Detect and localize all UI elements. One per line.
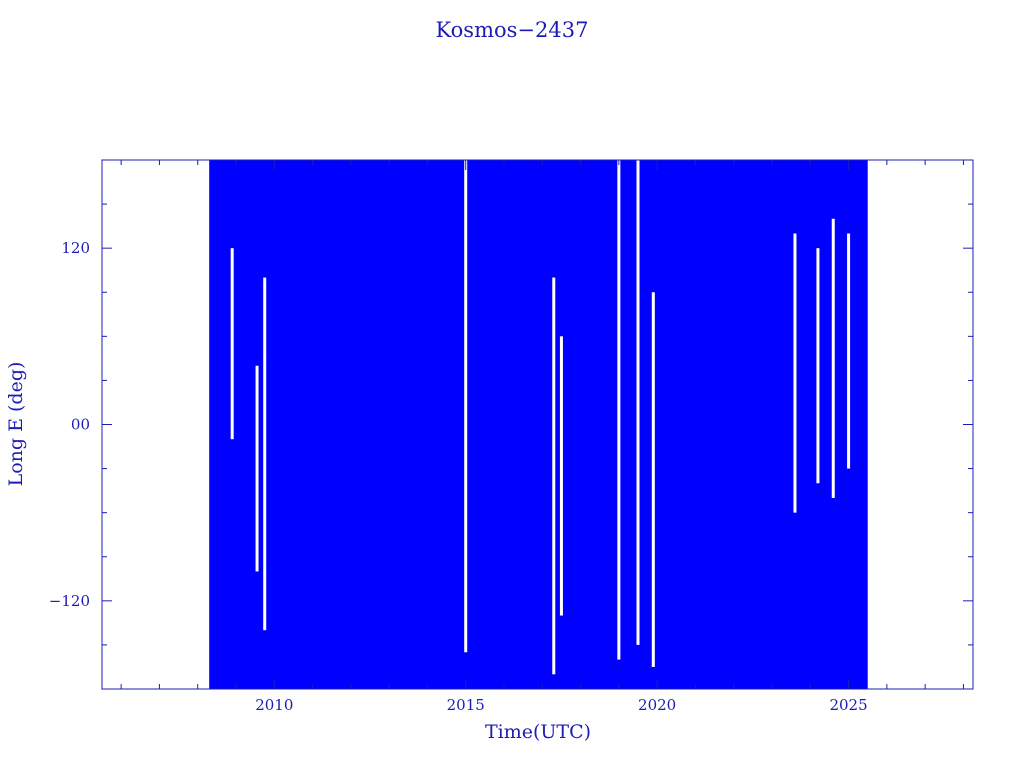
- y-tick-label: −120: [49, 592, 90, 610]
- x-tick-label: 2025: [829, 696, 867, 714]
- data-gap: [847, 233, 851, 469]
- data-gap: [636, 160, 640, 645]
- data-band: [209, 160, 868, 689]
- x-axis-label: Time(UTC): [485, 721, 591, 743]
- x-tick-label: 2015: [447, 696, 485, 714]
- data-gap: [552, 277, 556, 675]
- data-layer: [209, 160, 868, 689]
- data-gap: [793, 233, 797, 513]
- data-gap: [651, 292, 655, 667]
- data-gap: [255, 365, 259, 572]
- y-tick-label: 00: [71, 416, 90, 434]
- ticks-layer: 2010 2015 2020 2025 −120 00 120: [49, 160, 973, 714]
- chart-title: Kosmos−2437: [436, 18, 589, 42]
- data-gap: [559, 336, 563, 616]
- y-tick-label: 120: [61, 239, 90, 257]
- y-axis-label: Long E (deg): [5, 362, 27, 487]
- data-gap: [263, 277, 267, 631]
- data-gap: [230, 248, 234, 440]
- x-tick-label: 2020: [638, 696, 676, 714]
- data-gap: [816, 248, 820, 484]
- data-gap: [617, 160, 621, 660]
- x-tick-label: 2010: [255, 696, 293, 714]
- data-gap: [831, 218, 835, 498]
- data-gap: [464, 160, 468, 653]
